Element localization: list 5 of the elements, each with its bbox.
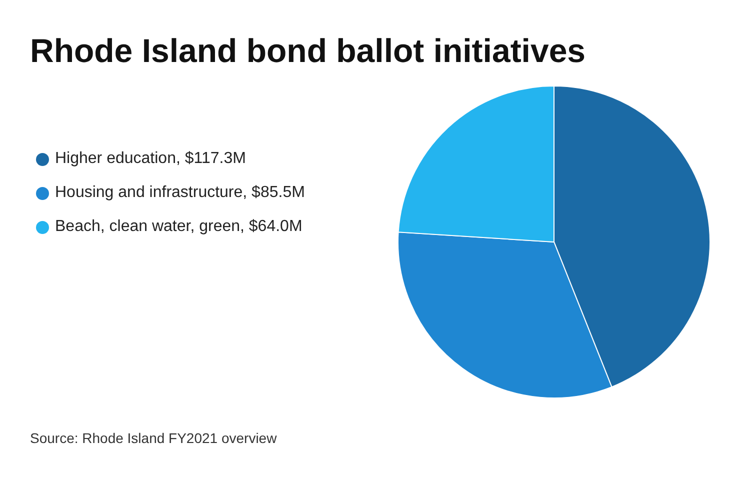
legend-label: Beach, clean water, green, $64.0M (55, 218, 302, 236)
chart-title: Rhode Island bond ballot initiatives (30, 32, 586, 70)
source-note: Source: Rhode Island FY2021 overview (30, 430, 277, 446)
legend-label: Higher education, $117.3M (55, 150, 246, 168)
legend-label: Housing and infrastructure, $85.5M (55, 184, 305, 202)
